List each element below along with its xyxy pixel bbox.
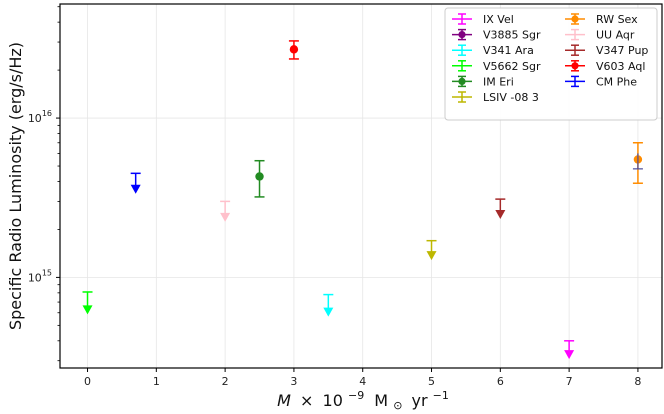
x-tick-label: 5 (428, 375, 435, 388)
legend-entry: V603 Aql (565, 60, 645, 73)
x-axis-title-ten: 10 (323, 391, 343, 410)
data-point (289, 45, 299, 54)
upper-limit-marker (426, 251, 437, 261)
upper-limit-marker (220, 212, 231, 222)
x-axis-title-sun: ⊙ (393, 399, 402, 412)
series-lsiv-08-3 (426, 239, 437, 261)
y-tick-label: 1015 (28, 268, 52, 284)
x-axis-title: M × 10 −9 M ⊙ yr −1 (277, 384, 449, 413)
overlap-marker (632, 153, 643, 170)
series-v5662-sgr (82, 291, 93, 315)
legend-marker (458, 77, 466, 85)
legend-label: V341 Ara (483, 44, 534, 57)
x-axis-title-mdot: M (277, 391, 291, 410)
legend-entry: V3885 Sgr (452, 29, 541, 42)
y-axis-title: Specific Radio Luminosity (erg/s/Hz) (6, 42, 25, 330)
legend-label: LSIV -08 3 (483, 91, 539, 104)
legend-marker (458, 30, 466, 39)
x-tick-label: 8 (634, 375, 641, 388)
legend-entry: V341 Ara (452, 44, 534, 57)
x-axis-title-msun: M (374, 391, 388, 410)
legend-entry: CM Phe (565, 75, 637, 88)
series-v603-aql (288, 40, 299, 60)
series-v347-pup (495, 198, 506, 220)
legend-entry: IX Vel (452, 13, 514, 26)
legend-label: V5662 Sgr (483, 60, 541, 73)
x-axis-title-times: × (300, 391, 313, 410)
x-tick-label: 2 (222, 375, 229, 388)
legend-marker (571, 15, 579, 23)
x-tick-label: 1 (153, 375, 160, 388)
axis-ticks: 0 1 2 3 4 5 6 7 8 1015 1016 (28, 6, 641, 388)
series-cm-phe (130, 172, 141, 194)
upper-limit-marker (564, 350, 575, 360)
upper-limit-marker (495, 210, 506, 220)
y-tick-label: 1016 (28, 109, 52, 125)
upper-limit-marker (323, 307, 334, 317)
x-axis-title-yr-exponent: −1 (433, 389, 449, 402)
legend-label: V347 Pup (596, 44, 648, 57)
x-tick-label: 6 (497, 375, 504, 388)
upper-limit-marker (130, 184, 141, 194)
legend-marker (571, 62, 579, 70)
x-tick-label: 7 (566, 375, 573, 388)
data-marks (82, 40, 643, 360)
x-tick-label: 3 (290, 375, 297, 388)
plot-area-frame (59, 3, 663, 369)
legend-label: RW Sex (596, 13, 638, 26)
legend-entry: IM Eri (452, 75, 514, 88)
series-ix-vel (564, 340, 575, 360)
legend-label: CM Phe (596, 75, 637, 88)
legend-entry: V5662 Sgr (452, 60, 541, 73)
legend: IX Vel V3885 Sgr V341 Ara V5662 Sgr IM Eri LS… (444, 7, 658, 121)
legend-label: IX Vel (483, 13, 514, 26)
upper-limit-marker (82, 305, 93, 315)
x-tick-label: 4 (359, 375, 366, 388)
legend-label: V603 Aql (596, 60, 645, 73)
legend-entry: RW Sex (565, 13, 638, 26)
legend-entry: UU Aqr (565, 29, 635, 42)
legend-entry: V347 Pup (565, 44, 648, 57)
legend-label: IM Eri (483, 75, 514, 88)
series-uu-aqr (220, 200, 231, 222)
series-v341-ara (323, 293, 334, 317)
series-im-eri (254, 159, 265, 198)
x-tick-label: 0 (84, 375, 91, 388)
x-axis-title-exponent: −9 (348, 389, 364, 402)
legend-entry: LSIV -08 3 (452, 91, 539, 104)
x-axis-title-yr: yr (412, 391, 428, 410)
legend-label: V3885 Sgr (483, 29, 541, 42)
legend-label: UU Aqr (596, 29, 635, 42)
legend-box (444, 7, 658, 121)
data-point (255, 172, 264, 181)
